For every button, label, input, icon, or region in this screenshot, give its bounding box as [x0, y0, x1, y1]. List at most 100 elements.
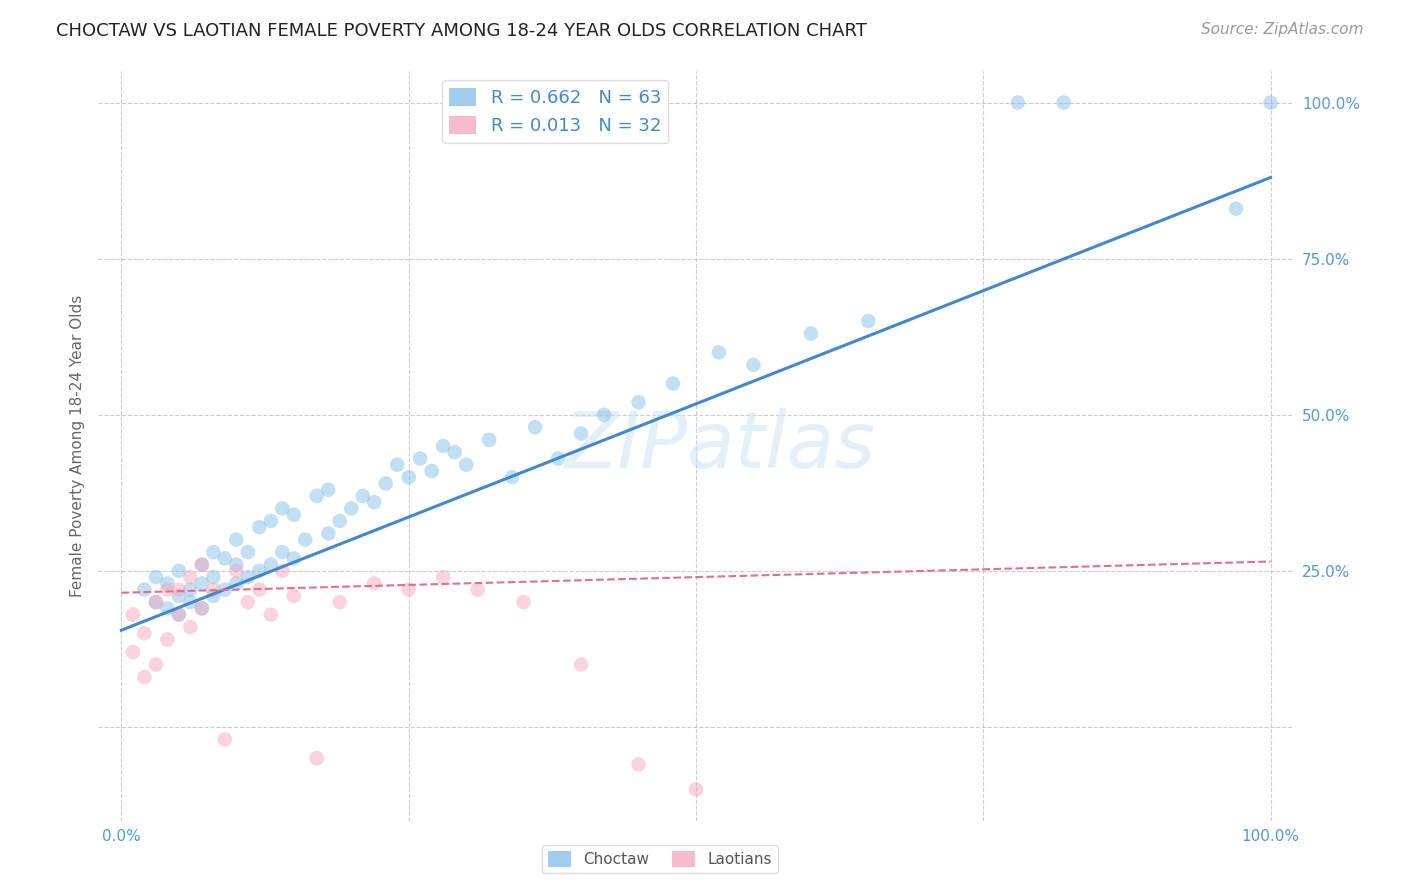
Point	[662, 376, 685, 391]
Point	[1053, 95, 1076, 110]
Point	[202, 570, 225, 584]
Point	[156, 582, 179, 597]
Point	[247, 564, 270, 578]
Point	[260, 514, 283, 528]
Legend: Choctaw, Laotians: Choctaw, Laotians	[543, 845, 778, 873]
Point	[456, 458, 478, 472]
Point	[191, 576, 214, 591]
Text: ZIPatlas: ZIPatlas	[564, 408, 876, 484]
Point	[236, 595, 259, 609]
Point	[707, 345, 730, 359]
Point	[179, 570, 201, 584]
Point	[214, 551, 236, 566]
Text: Source: ZipAtlas.com: Source: ZipAtlas.com	[1201, 22, 1364, 37]
Point	[432, 570, 454, 584]
Point	[134, 626, 156, 640]
Point	[271, 501, 294, 516]
Point	[167, 582, 190, 597]
Point	[145, 570, 167, 584]
Point	[225, 564, 247, 578]
Point	[800, 326, 823, 341]
Point	[225, 533, 247, 547]
Point	[398, 470, 420, 484]
Point	[501, 470, 523, 484]
Point	[247, 520, 270, 534]
Point	[167, 607, 190, 622]
Point	[167, 607, 190, 622]
Point	[512, 595, 534, 609]
Point	[283, 508, 305, 522]
Point	[316, 483, 339, 497]
Point	[420, 464, 443, 478]
Point	[179, 595, 201, 609]
Point	[547, 451, 569, 466]
Point	[202, 582, 225, 597]
Point	[283, 551, 305, 566]
Point	[569, 657, 592, 672]
Point	[167, 564, 190, 578]
Point	[627, 757, 650, 772]
Point	[340, 501, 363, 516]
Point	[352, 489, 374, 503]
Point	[385, 458, 409, 472]
Point	[409, 451, 432, 466]
Point	[432, 439, 454, 453]
Point	[191, 601, 214, 615]
Point	[145, 595, 167, 609]
Point	[191, 601, 214, 615]
Point	[247, 582, 270, 597]
Point	[145, 657, 167, 672]
Point	[271, 545, 294, 559]
Point	[858, 314, 880, 328]
Point	[569, 426, 592, 441]
Point	[122, 607, 145, 622]
Point	[214, 732, 236, 747]
Point	[156, 576, 179, 591]
Y-axis label: Female Poverty Among 18-24 Year Olds: Female Poverty Among 18-24 Year Olds	[69, 295, 84, 597]
Point	[374, 476, 396, 491]
Point	[443, 445, 465, 459]
Point	[685, 782, 707, 797]
Point	[236, 570, 259, 584]
Point	[145, 595, 167, 609]
Point	[363, 495, 385, 509]
Point	[283, 589, 305, 603]
Text: CHOCTAW VS LAOTIAN FEMALE POVERTY AMONG 18-24 YEAR OLDS CORRELATION CHART: CHOCTAW VS LAOTIAN FEMALE POVERTY AMONG …	[56, 22, 868, 40]
Point	[134, 582, 156, 597]
Point	[191, 558, 214, 572]
Point	[236, 545, 259, 559]
Point	[271, 564, 294, 578]
Point	[294, 533, 316, 547]
Point	[593, 408, 616, 422]
Point	[305, 489, 328, 503]
Point	[316, 526, 339, 541]
Point	[156, 632, 179, 647]
Point	[1260, 95, 1282, 110]
Point	[742, 358, 765, 372]
Point	[627, 395, 650, 409]
Point	[260, 607, 283, 622]
Point	[202, 589, 225, 603]
Point	[329, 514, 352, 528]
Point	[122, 645, 145, 659]
Point	[167, 589, 190, 603]
Point	[329, 595, 352, 609]
Point	[398, 582, 420, 597]
Point	[363, 576, 385, 591]
Point	[478, 433, 501, 447]
Point	[467, 582, 489, 597]
Point	[156, 601, 179, 615]
Point	[305, 751, 328, 765]
Point	[225, 576, 247, 591]
Point	[260, 558, 283, 572]
Point	[214, 582, 236, 597]
Point	[134, 670, 156, 684]
Point	[1225, 202, 1247, 216]
Point	[524, 420, 547, 434]
Point	[179, 620, 201, 634]
Point	[179, 582, 201, 597]
Point	[191, 558, 214, 572]
Point	[225, 558, 247, 572]
Point	[202, 545, 225, 559]
Point	[1007, 95, 1029, 110]
